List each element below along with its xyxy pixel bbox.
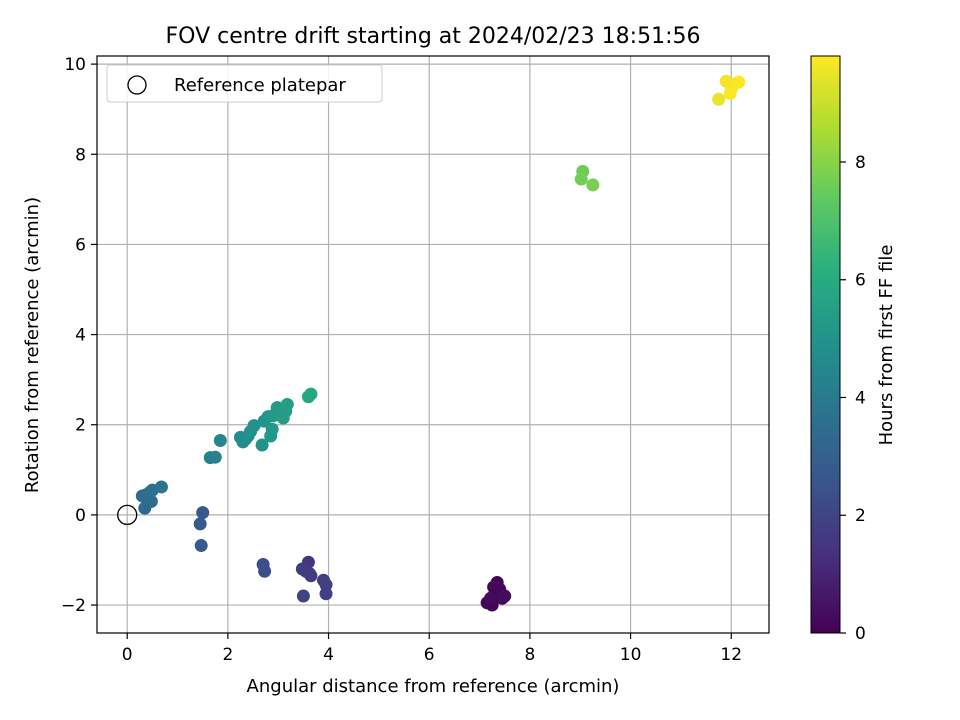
legend-box: [106, 64, 383, 103]
data-point: [712, 92, 726, 106]
x-tick-label: 0: [122, 645, 133, 665]
data-point: [574, 172, 588, 186]
y-tick-label: 6: [75, 235, 86, 255]
data-point: [154, 480, 168, 494]
legend: Reference platepar: [106, 64, 383, 103]
data-point: [247, 419, 261, 433]
data-point: [213, 434, 227, 448]
x-tick-label: 6: [424, 645, 435, 665]
data-point: [194, 539, 208, 553]
x-tick-label: 10: [620, 645, 642, 665]
x-tick-label: 8: [524, 645, 535, 665]
y-tick-label: 10: [64, 55, 86, 75]
colorbar-tick-label: 4: [855, 388, 866, 408]
legend-marker-reference: [127, 75, 147, 95]
y-axis-label: Rotation from reference (arcmin): [22, 197, 43, 493]
chart-title: FOV centre drift starting at 2024/02/23 …: [166, 24, 701, 49]
legend-entry-reference-platepar: Reference platepar: [174, 75, 346, 96]
data-point: [304, 387, 318, 401]
data-point: [296, 589, 310, 603]
x-tick-label: 2: [222, 645, 233, 665]
colorbar-ticks: 0 2 4 6 8: [840, 153, 866, 644]
data-point: [208, 450, 222, 464]
data-points: [117, 74, 746, 612]
y-tick-label: 4: [75, 326, 86, 346]
data-point: [319, 587, 333, 601]
y-axis-ticks: −2 0 2 4 6 8 10: [61, 55, 97, 616]
data-point: [319, 578, 333, 592]
data-point: [302, 566, 316, 580]
data-point: [255, 438, 269, 452]
y-tick-label: 2: [75, 416, 86, 436]
data-point: [280, 397, 294, 411]
data-point: [732, 75, 746, 89]
x-tick-label: 12: [720, 645, 742, 665]
data-point: [586, 178, 600, 192]
colorbar-tick-label: 0: [855, 624, 866, 644]
y-tick-label: −2: [61, 596, 86, 616]
plot-frame: [96, 55, 770, 634]
y-tick-label: 0: [75, 506, 86, 526]
colorbar-tick-label: 2: [855, 506, 866, 526]
colorbar: 0 2 4 6 8 Hours from first FF file: [810, 55, 897, 644]
colorbar-tick-label: 8: [855, 153, 866, 173]
data-point: [484, 591, 498, 605]
x-axis-ticks: 0 2 4 6 8 10 12: [122, 633, 742, 665]
data-point: [258, 564, 272, 578]
data-point: [193, 517, 207, 531]
x-axis-label: Angular distance from reference (arcmin): [247, 676, 620, 697]
data-point: [196, 506, 210, 520]
reference-platepar-marker: [117, 504, 138, 526]
data-point: [498, 589, 512, 603]
y-tick-label: 8: [75, 145, 86, 165]
data-point: [723, 86, 737, 100]
data-point: [265, 422, 279, 436]
grid-lines: [97, 56, 769, 633]
colorbar-gradient: [810, 55, 841, 634]
colorbar-label: Hours from first FF file: [876, 245, 897, 446]
colorbar-tick-label: 6: [855, 271, 866, 291]
data-point: [487, 580, 501, 594]
x-tick-label: 4: [323, 645, 334, 665]
